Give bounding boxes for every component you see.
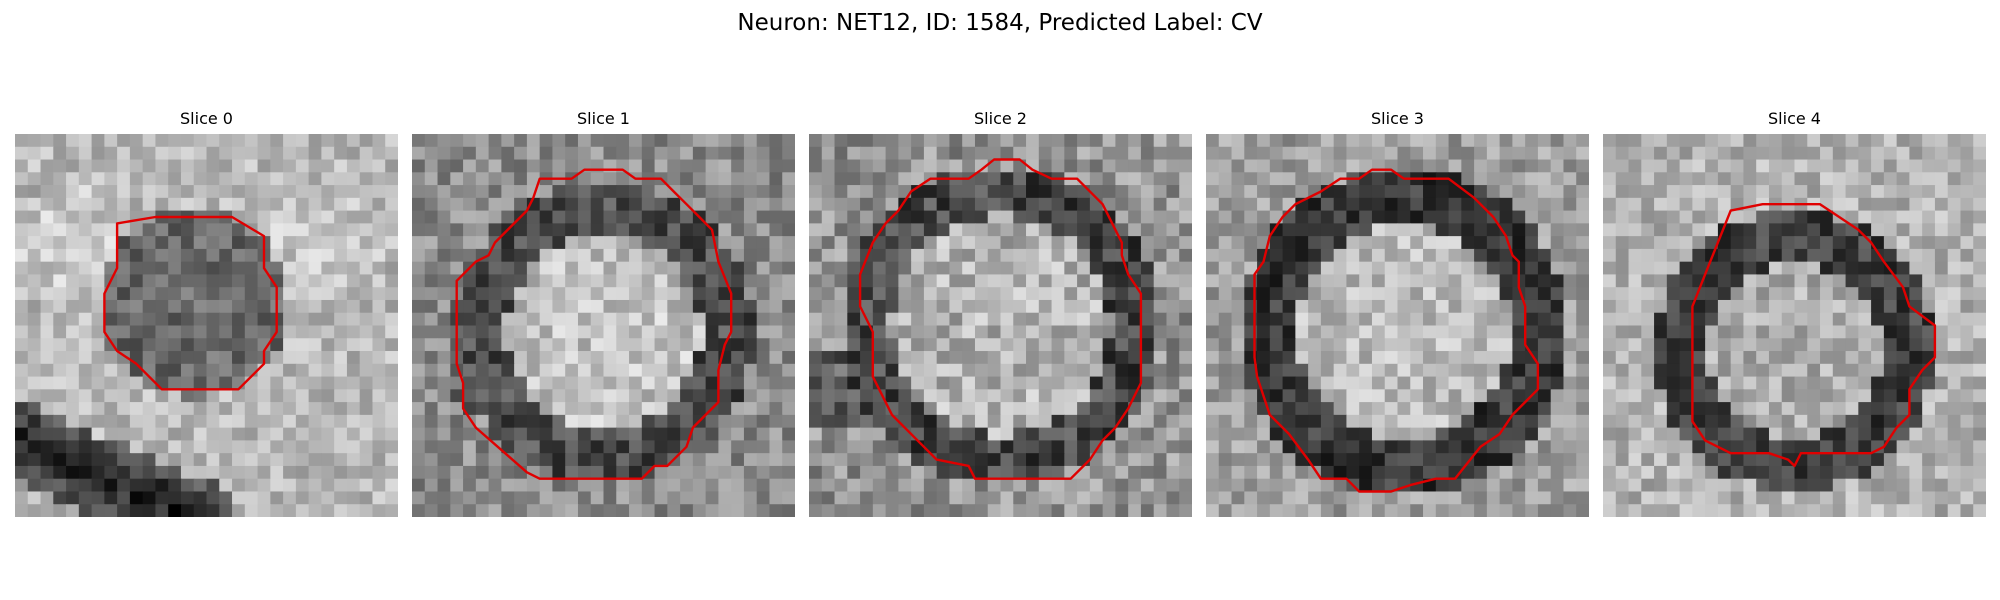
predicted-outline <box>455 168 733 480</box>
panel-title: Slice 2 <box>974 109 1027 128</box>
slice-pixels <box>809 134 1192 517</box>
predicted-outline <box>1253 168 1540 493</box>
slice-image <box>809 134 1192 517</box>
panel-slice-4: Slice 4 <box>1603 108 1986 526</box>
slice-image <box>1603 134 1986 517</box>
slice-pixels <box>15 134 398 517</box>
predicted-outline <box>858 158 1143 480</box>
slice-image <box>15 134 398 517</box>
slice-pixels <box>1206 134 1589 517</box>
predicted-outline <box>103 215 278 391</box>
slice-image <box>1206 134 1589 517</box>
predicted-outline <box>1691 202 1937 468</box>
panel-title: Slice 3 <box>1371 109 1424 128</box>
panel-title: Slice 0 <box>180 109 233 128</box>
panel-slice-0: Slice 0 <box>15 108 398 526</box>
panel-title: Slice 4 <box>1768 109 1821 128</box>
panel-slice-1: Slice 1 <box>412 108 795 526</box>
panel-title: Slice 1 <box>577 109 630 128</box>
panel-slice-2: Slice 2 <box>809 108 1192 526</box>
slice-pixels <box>1603 134 1986 517</box>
panel-slice-3: Slice 3 <box>1206 108 1589 526</box>
slice-pixels <box>412 134 795 517</box>
figure-title: Neuron: NET12, ID: 1584, Predicted Label… <box>737 10 1263 36</box>
slice-image <box>412 134 795 517</box>
